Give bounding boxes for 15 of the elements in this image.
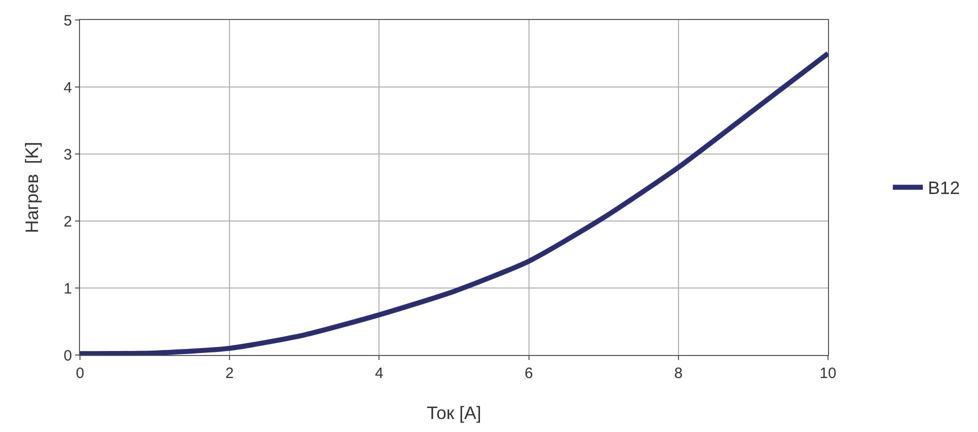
x-axis-title: Ток [A]	[426, 403, 482, 424]
y-tick-label: 4	[64, 79, 72, 96]
x-tick-label: 4	[375, 365, 384, 382]
y-tick-label: 0	[64, 347, 72, 364]
x-tick-label: 2	[225, 365, 234, 382]
x-tick-label: 0	[76, 365, 84, 382]
y-tick-label: 1	[64, 280, 72, 298]
y-axis-title: Нагрев [K]	[22, 142, 42, 234]
y-tick-label: 5	[64, 12, 72, 30]
x-tick-label: 8	[674, 365, 683, 382]
x-tick-label: 6	[524, 365, 533, 382]
x-tick-label: 10	[820, 365, 836, 382]
y-tick-label: 3	[64, 146, 72, 164]
legend-label: B12	[928, 178, 960, 198]
y-tick-label: 2	[64, 213, 72, 230]
